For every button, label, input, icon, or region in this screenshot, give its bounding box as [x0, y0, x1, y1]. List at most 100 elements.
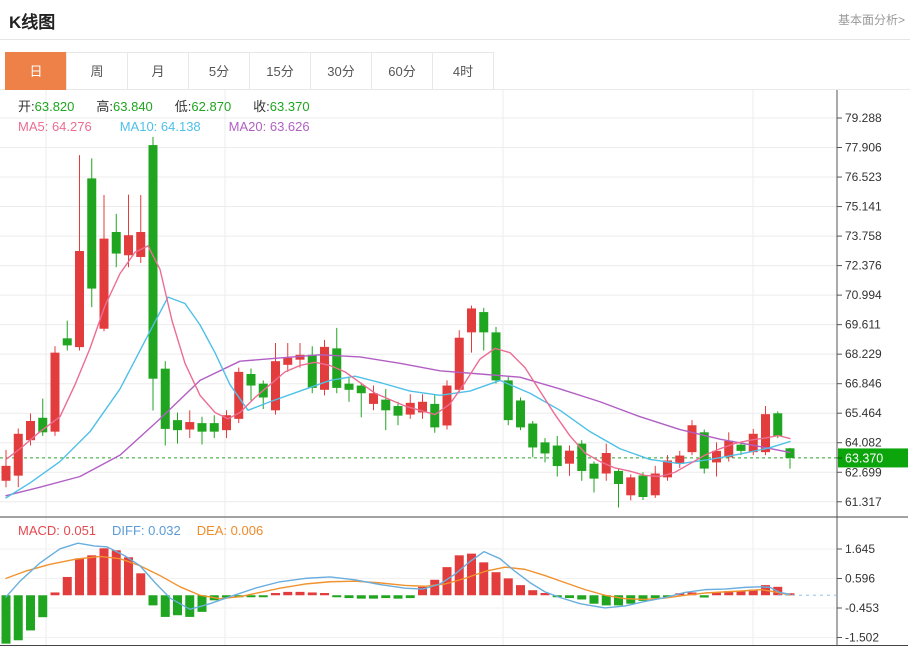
- candle-body: [540, 442, 550, 454]
- price-axis-label: 61.317: [845, 495, 882, 509]
- macd-bar: [124, 557, 133, 596]
- macd-bar: [699, 595, 709, 598]
- candle-body: [234, 371, 244, 419]
- price-axis-label: 73.758: [845, 229, 882, 243]
- tab-timeframe-6[interactable]: 60分: [371, 52, 433, 90]
- price-axis-label: 68.229: [845, 347, 882, 361]
- macd-bar: [148, 595, 158, 606]
- macd-bar: [614, 595, 623, 606]
- candle-body: [369, 393, 378, 404]
- candle-body: [13, 433, 23, 476]
- tab-timeframe-4[interactable]: 15分: [249, 52, 311, 90]
- macd-bar: [540, 593, 550, 596]
- candle-body: [773, 413, 783, 436]
- candle-body: [393, 406, 403, 416]
- candle-body: [50, 352, 60, 432]
- candle-body: [320, 346, 329, 390]
- candle-body: [675, 455, 685, 464]
- tab-timeframe-1[interactable]: 周: [66, 52, 128, 90]
- candle-body: [614, 470, 623, 484]
- macd-bar: [638, 595, 648, 601]
- macd-bar: [50, 592, 60, 596]
- macd-bar: [369, 595, 378, 599]
- macd-bar: [442, 567, 452, 596]
- title-divider: [0, 39, 910, 40]
- tab-timeframe-0[interactable]: 日: [5, 52, 67, 90]
- tab-timeframe-7[interactable]: 4时: [432, 52, 494, 90]
- price-axis-label: 69.611: [845, 318, 881, 332]
- macd-bar: [577, 595, 587, 600]
- macd-bar: [503, 578, 513, 596]
- macd-bar: [565, 595, 574, 599]
- macd-bar: [26, 595, 35, 631]
- current-price-tag: [838, 448, 908, 468]
- candle-body: [687, 425, 697, 453]
- tab-timeframe-5[interactable]: 30分: [310, 52, 372, 90]
- macd-bar: [491, 572, 501, 596]
- candle-body: [699, 432, 709, 469]
- candle-body: [724, 440, 734, 458]
- candle-body: [295, 354, 305, 360]
- diff-line: [5, 542, 791, 611]
- timeframe-tabstrip: 日周月 5分 15分 30分 60分 4时: [0, 52, 910, 90]
- candle-body: [626, 477, 636, 496]
- price-axis-label: 62.699: [845, 465, 882, 479]
- macd-bar: [271, 593, 280, 596]
- tab-timeframe-3[interactable]: 5分: [188, 52, 250, 90]
- candle-body: [185, 422, 195, 430]
- macd-bar: [601, 595, 611, 606]
- macd-bar: [320, 593, 329, 596]
- candle-body: [1, 465, 11, 481]
- candle-body: [381, 399, 391, 411]
- candle-body: [111, 231, 121, 254]
- macd-bar: [528, 590, 538, 596]
- candle-body: [418, 401, 427, 413]
- candle-body: [38, 417, 48, 433]
- macd-bar: [62, 576, 72, 596]
- macd-bar: [173, 595, 182, 616]
- ma5-line: [5, 245, 791, 478]
- candle-body: [148, 145, 158, 379]
- macd-bar: [356, 595, 366, 599]
- candle-body: [209, 423, 219, 432]
- macd-bar: [87, 555, 97, 596]
- macd-bar: [405, 595, 415, 599]
- macd-bar: [75, 558, 84, 596]
- candle-body: [356, 385, 366, 394]
- price-axis-label: 75.141: [845, 200, 882, 214]
- macd-axis-label: -0.453: [845, 601, 879, 615]
- fundamental-analysis-link[interactable]: 基本面分析>: [837, 13, 905, 27]
- candle-body: [307, 354, 317, 388]
- macd-bar: [724, 591, 734, 596]
- price-axis-label: 65.464: [845, 406, 882, 420]
- candle-body: [222, 415, 231, 431]
- tab-timeframe-2[interactable]: 月: [127, 52, 189, 90]
- macd-bar: [736, 591, 746, 596]
- macd-bar: [344, 595, 354, 599]
- macd-bar: [13, 595, 23, 641]
- candle-body: [577, 443, 587, 471]
- macd-axis-label: 0.596: [845, 571, 875, 585]
- candle-body: [736, 444, 746, 451]
- candle-body: [197, 423, 207, 432]
- price-axis-label: 70.994: [845, 288, 882, 302]
- macd-bar: [650, 595, 660, 599]
- candle-body: [503, 380, 513, 421]
- macd-bar: [430, 579, 440, 596]
- candle-body: [467, 308, 476, 333]
- current-price-label: 63.370: [845, 451, 883, 465]
- candle-body: [454, 337, 464, 390]
- candle-body: [430, 403, 440, 428]
- candle-body: [160, 368, 170, 429]
- macd-bar: [479, 562, 489, 596]
- price-axis-label: 79.288: [845, 111, 882, 125]
- page-title: K线图: [9, 13, 56, 32]
- macd-bar: [185, 595, 195, 617]
- candle-body: [75, 250, 84, 348]
- macd-bar: [712, 592, 721, 596]
- macd-bar: [516, 585, 525, 596]
- kline-chart-canvas[interactable]: 79.288 77.906 76.523 75.141 73.758 72.376 70.9…: [0, 90, 910, 647]
- candle-body: [650, 473, 660, 496]
- candle-body: [283, 357, 293, 365]
- price-axis-label: 66.846: [845, 377, 882, 391]
